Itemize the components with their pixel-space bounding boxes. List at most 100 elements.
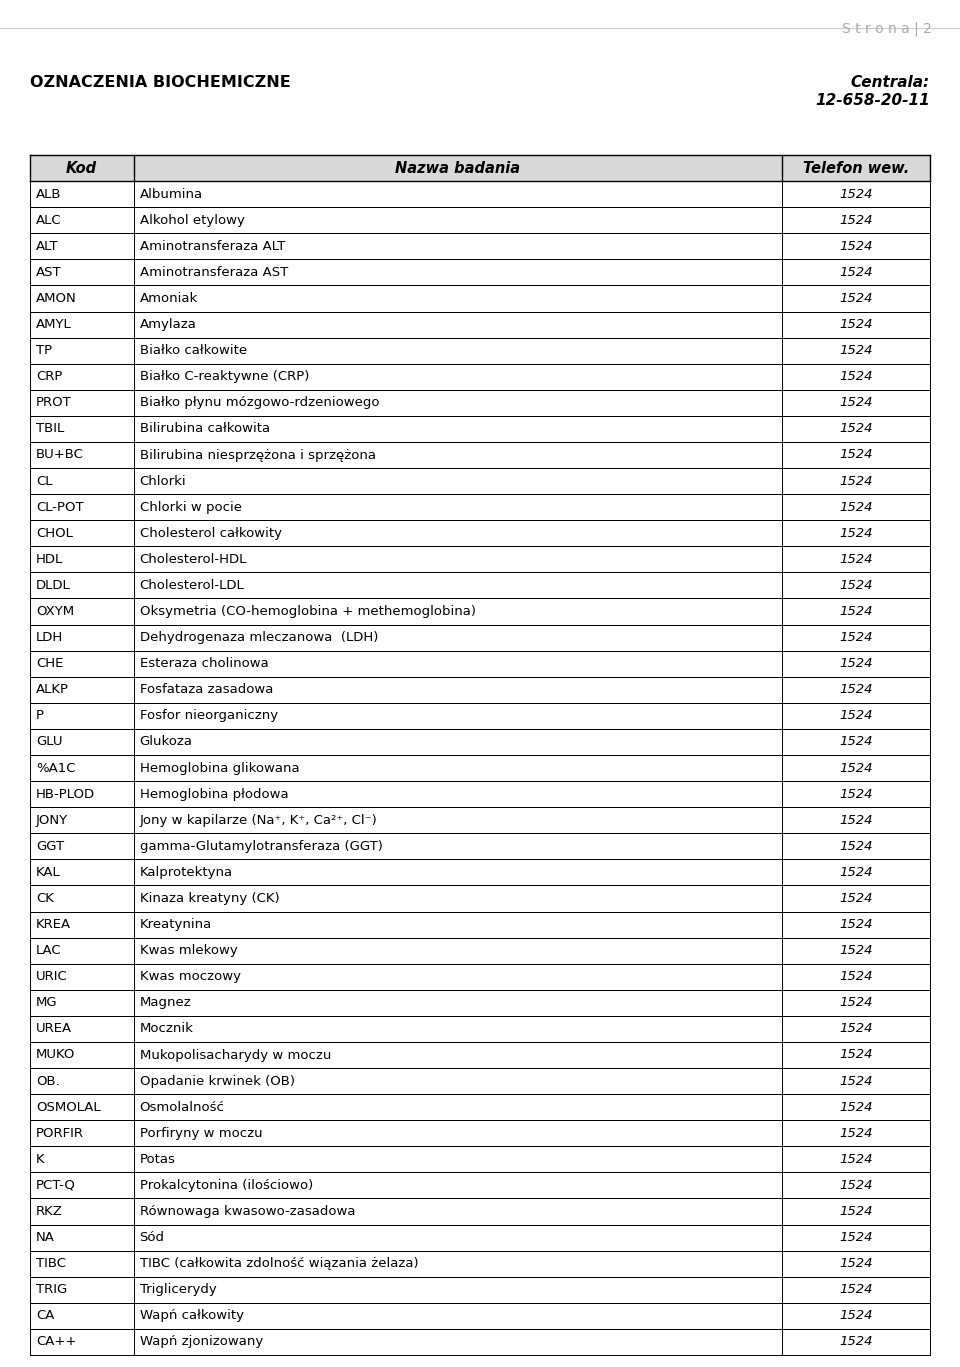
Text: 1524: 1524 (839, 1258, 873, 1270)
Text: 1524: 1524 (839, 1023, 873, 1035)
Text: ALKP: ALKP (36, 684, 69, 696)
Bar (30, 677, 930, 703)
Text: Kwas mlekowy: Kwas mlekowy (139, 945, 237, 957)
Text: Mukopolisacharydy w moczu: Mukopolisacharydy w moczu (139, 1048, 331, 1062)
Text: GLU: GLU (36, 735, 62, 749)
Text: Chlorki: Chlorki (139, 474, 186, 488)
Bar (30, 703, 930, 729)
Text: K: K (36, 1152, 44, 1166)
Bar (30, 547, 930, 573)
Text: CK: CK (36, 893, 54, 905)
Bar (30, 990, 930, 1016)
Text: Amoniak: Amoniak (139, 293, 198, 305)
Bar (30, 1329, 930, 1355)
Text: 1524: 1524 (839, 396, 873, 409)
Text: Hemoglobina glikowana: Hemoglobina glikowana (139, 761, 300, 775)
Text: Esteraza cholinowa: Esteraza cholinowa (139, 658, 268, 670)
Text: TP: TP (36, 344, 52, 357)
Text: CRP: CRP (36, 370, 62, 383)
Bar (30, 493, 930, 521)
Bar (30, 729, 930, 755)
Bar (30, 807, 930, 834)
Bar (30, 1120, 930, 1147)
Text: RKZ: RKZ (36, 1206, 62, 1218)
Bar (30, 180, 930, 208)
Text: Cholesterol-HDL: Cholesterol-HDL (139, 552, 247, 566)
Text: OB.: OB. (36, 1074, 60, 1088)
Text: MG: MG (36, 997, 58, 1009)
Text: 1524: 1524 (839, 474, 873, 488)
Text: 1524: 1524 (839, 1100, 873, 1114)
Text: 1524: 1524 (839, 658, 873, 670)
Text: 1524: 1524 (839, 1284, 873, 1296)
Text: URIC: URIC (36, 971, 68, 983)
Text: Kod: Kod (66, 160, 97, 175)
Text: MUKO: MUKO (36, 1048, 76, 1062)
Text: 1524: 1524 (839, 1126, 873, 1140)
Text: Porfiryny w moczu: Porfiryny w moczu (139, 1126, 262, 1140)
Text: 1524: 1524 (839, 187, 873, 201)
Text: UREA: UREA (36, 1023, 72, 1035)
Text: HB-PLOD: HB-PLOD (36, 787, 95, 801)
Text: CL: CL (36, 474, 53, 488)
Text: 1524: 1524 (839, 893, 873, 905)
Bar (30, 312, 930, 338)
Text: 1524: 1524 (839, 526, 873, 540)
Text: 1524: 1524 (839, 344, 873, 357)
Bar (30, 938, 930, 964)
Text: Mocznik: Mocznik (139, 1023, 193, 1035)
Bar (30, 1068, 930, 1094)
Bar (30, 912, 930, 938)
Text: 1524: 1524 (839, 684, 873, 696)
Text: OXYM: OXYM (36, 606, 74, 618)
Text: CA++: CA++ (36, 1336, 77, 1348)
Text: CHE: CHE (36, 658, 63, 670)
Text: 1524: 1524 (839, 500, 873, 514)
Text: 1524: 1524 (839, 606, 873, 618)
Text: Kalprotektyna: Kalprotektyna (139, 865, 232, 879)
Bar (30, 521, 930, 547)
Text: Cholesterol-LDL: Cholesterol-LDL (139, 580, 244, 592)
Text: HDL: HDL (36, 552, 63, 566)
Text: 1524: 1524 (839, 213, 873, 227)
Text: 1524: 1524 (839, 1152, 873, 1166)
Text: OZNACZENIA BIOCHEMICZNE: OZNACZENIA BIOCHEMICZNE (30, 75, 291, 90)
Text: Albumina: Albumina (139, 187, 203, 201)
Text: Bilirubina niesprzężona i sprzężona: Bilirubina niesprzężona i sprzężona (139, 448, 375, 462)
Bar (30, 755, 930, 781)
Text: 1524: 1524 (839, 919, 873, 931)
Text: Jony w kapilarze (Na⁺, K⁺, Ca²⁺, Cl⁻): Jony w kapilarze (Na⁺, K⁺, Ca²⁺, Cl⁻) (139, 813, 377, 827)
Text: 1524: 1524 (839, 1178, 873, 1192)
Text: Alkohol etylowy: Alkohol etylowy (139, 213, 245, 227)
Text: Osmolalność: Osmolalność (139, 1100, 225, 1114)
Text: Wapń zjonizowany: Wapń zjonizowany (139, 1336, 263, 1348)
Text: Fosfataza zasadowa: Fosfataza zasadowa (139, 684, 273, 696)
Text: LAC: LAC (36, 945, 61, 957)
Bar (30, 442, 930, 468)
Bar (30, 1094, 930, 1120)
Text: 1524: 1524 (839, 1310, 873, 1322)
Text: TBIL: TBIL (36, 422, 64, 436)
Text: 1524: 1524 (839, 370, 873, 383)
Text: 1524: 1524 (839, 552, 873, 566)
Text: PORFIR: PORFIR (36, 1126, 84, 1140)
Bar (30, 1199, 930, 1225)
Bar (30, 651, 930, 677)
Text: 1524: 1524 (839, 293, 873, 305)
Text: Kinaza kreatyny (CK): Kinaza kreatyny (CK) (139, 893, 279, 905)
Text: ALC: ALC (36, 213, 61, 227)
Text: Triglicerydy: Triglicerydy (139, 1284, 216, 1296)
Text: P: P (36, 709, 44, 722)
Bar (30, 964, 930, 990)
Text: ALT: ALT (36, 239, 59, 253)
Text: TIBC: TIBC (36, 1258, 66, 1270)
Bar (30, 416, 930, 442)
Text: Glukoza: Glukoza (139, 735, 193, 749)
Text: NA: NA (36, 1232, 55, 1244)
Bar (30, 1016, 930, 1042)
Bar (30, 886, 930, 912)
Bar (30, 390, 930, 416)
Text: ALB: ALB (36, 187, 61, 201)
Text: 1524: 1524 (839, 813, 873, 827)
Text: DLDL: DLDL (36, 580, 71, 592)
